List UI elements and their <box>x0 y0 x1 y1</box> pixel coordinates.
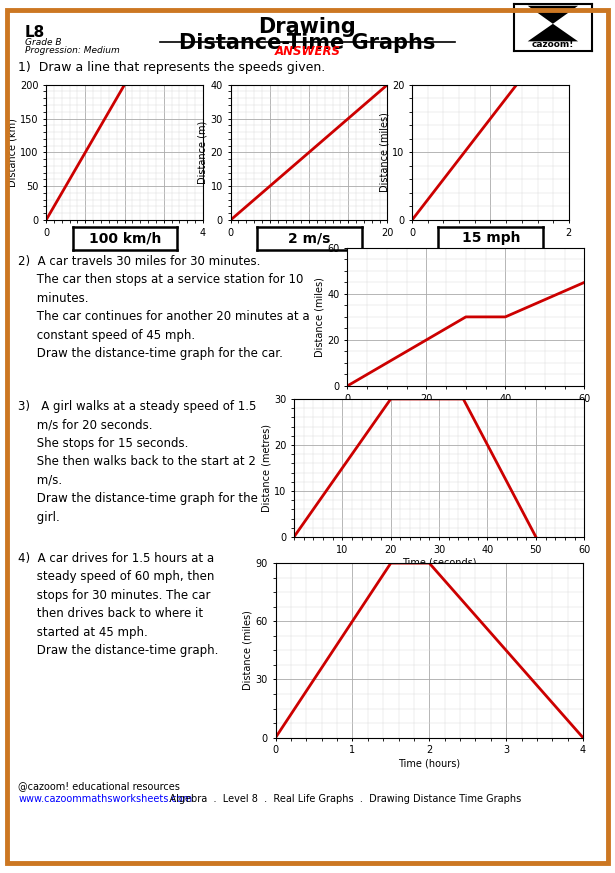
Text: 2)  A car travels 30 miles for 30 minutes.
     The car then stops at a service : 2) A car travels 30 miles for 30 minutes… <box>18 255 310 361</box>
Text: www.cazoommathsworksheets.com: www.cazoommathsworksheets.com <box>18 794 192 804</box>
Text: cazoom!: cazoom! <box>532 40 574 49</box>
Text: Distance-Time Graphs: Distance-Time Graphs <box>180 33 435 53</box>
Y-axis label: Distance (m): Distance (m) <box>198 120 208 184</box>
Text: L8: L8 <box>25 25 45 40</box>
Text: 15 mph: 15 mph <box>461 231 520 245</box>
Y-axis label: Distance (miles): Distance (miles) <box>243 610 253 691</box>
Y-axis label: Distance (miles): Distance (miles) <box>315 277 325 357</box>
Text: @cazoom! educational resources: @cazoom! educational resources <box>18 781 180 791</box>
Text: 3)   A girl walks at a steady speed of 1.5
     m/s for 20 seconds.
     She sto: 3) A girl walks at a steady speed of 1.5… <box>18 400 258 524</box>
Y-axis label: Distance (metres): Distance (metres) <box>261 424 271 512</box>
Text: Algebra  .  Level 8  .  Real Life Graphs  .  Drawing Distance Time Graphs: Algebra . Level 8 . Real Life Graphs . D… <box>157 794 521 804</box>
Y-axis label: Distance (miles): Distance (miles) <box>379 113 389 192</box>
Text: 2 m/s: 2 m/s <box>288 231 330 245</box>
Text: Progression: Medium: Progression: Medium <box>25 46 119 55</box>
X-axis label: Time (minutes): Time (minutes) <box>429 406 503 416</box>
Y-axis label: Distance (km): Distance (km) <box>7 118 17 187</box>
Polygon shape <box>528 6 578 41</box>
Text: 1)  Draw a line that represents the speeds given.: 1) Draw a line that represents the speed… <box>18 61 326 74</box>
X-axis label: Time (hours): Time (hours) <box>93 240 156 251</box>
Text: ANSWERS: ANSWERS <box>274 45 341 58</box>
Text: 4)  A car drives for 1.5 hours at a
     steady speed of 60 mph, then
     stops: 4) A car drives for 1.5 hours at a stead… <box>18 552 219 657</box>
Text: Grade B: Grade B <box>25 38 61 46</box>
Text: 100 km/h: 100 km/h <box>89 231 161 245</box>
X-axis label: Time (hours): Time (hours) <box>459 240 522 251</box>
X-axis label: Time (seconds): Time (seconds) <box>272 240 346 251</box>
X-axis label: Time (seconds): Time (seconds) <box>402 557 477 567</box>
Text: Drawing: Drawing <box>259 17 356 38</box>
X-axis label: Time (hours): Time (hours) <box>398 758 461 768</box>
